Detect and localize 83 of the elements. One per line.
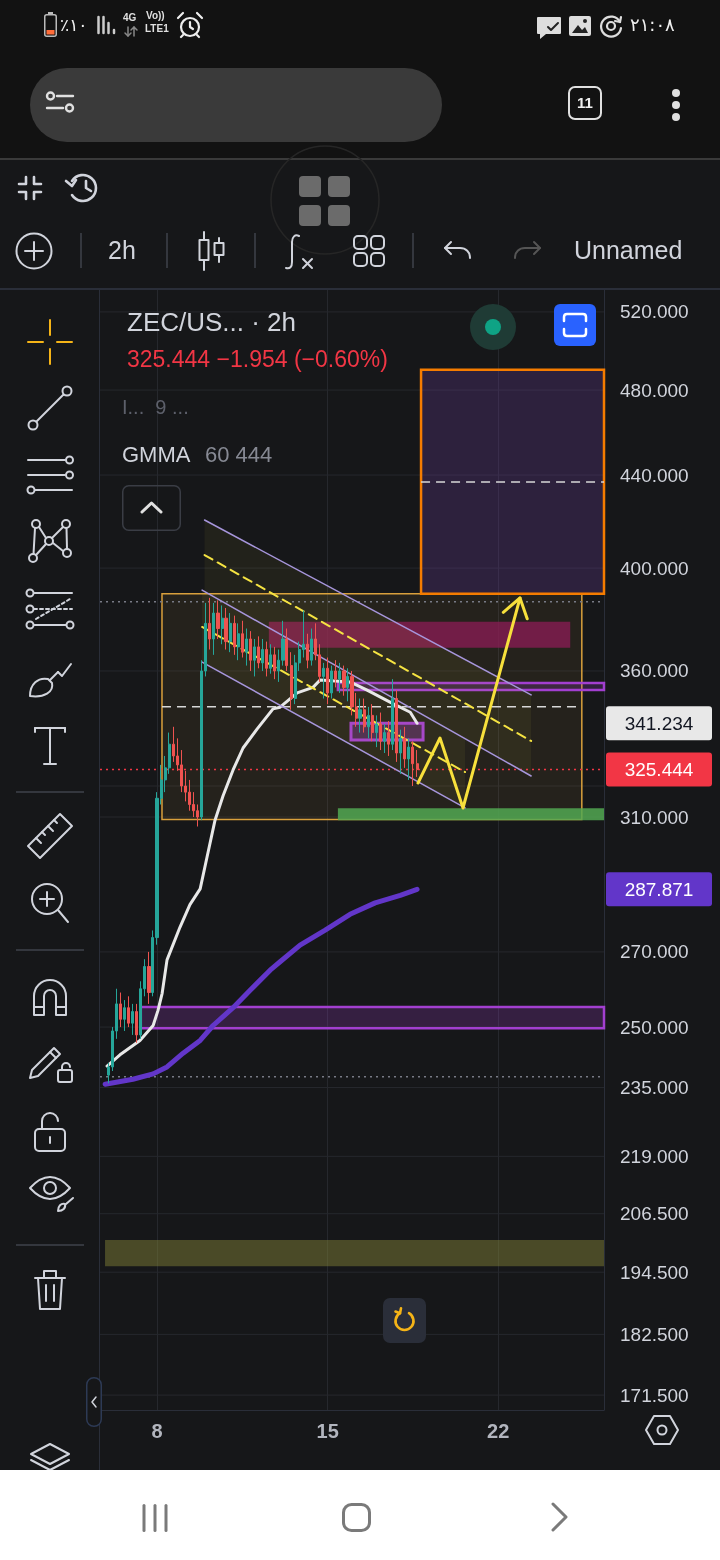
candlestick	[216, 599, 220, 640]
candlestick	[233, 615, 236, 656]
candlestick	[257, 635, 260, 669]
text: ٪۱۰	[60, 14, 88, 36]
y-tick-label: 182.500	[620, 1323, 689, 1345]
candlestick	[131, 1003, 134, 1036]
candlestick	[123, 999, 126, 1032]
y-tick-label: 219.000	[620, 1145, 689, 1167]
candlestick	[375, 714, 378, 748]
candlestick	[221, 604, 224, 645]
candlestick	[395, 689, 398, 763]
text: 4G	[123, 12, 137, 24]
candlestick	[241, 620, 244, 659]
candlestick	[330, 665, 333, 699]
candlestick	[391, 678, 394, 751]
candlestick	[346, 667, 349, 702]
y-tick-label: 250.000	[620, 1016, 689, 1038]
candlestick	[224, 607, 228, 651]
candlestick	[310, 628, 313, 667]
candlestick	[212, 602, 215, 656]
candlestick	[229, 612, 232, 653]
candlestick	[273, 646, 276, 680]
candlestick	[237, 622, 240, 661]
text: ۲۱:۰۸	[630, 14, 675, 36]
annotation: GMMA	[122, 441, 191, 469]
candlestick	[285, 628, 288, 672]
y-tick-label: 341.234	[624, 712, 694, 734]
text: 2h	[108, 235, 136, 265]
text: Vo))	[146, 10, 165, 22]
y-tick-label: 206.500	[620, 1203, 689, 1225]
candlestick	[253, 638, 256, 677]
x-tick-label: 8	[151, 1420, 163, 1442]
ref-line-label: 325.444	[624, 759, 694, 781]
candlestick	[416, 749, 419, 778]
candlestick	[322, 662, 325, 699]
annotation: 60 444	[205, 441, 273, 469]
candlestick	[261, 638, 264, 672]
text: 325.444 −1.954 (−0.60%)	[127, 345, 388, 372]
candlestick	[338, 662, 341, 694]
y-tick-label: 235.000	[620, 1076, 689, 1098]
y-tick-label: 287.871	[624, 878, 694, 900]
candlestick	[249, 630, 252, 672]
y-tick-label: 194.500	[620, 1261, 689, 1283]
y-tick-label: 520.000	[620, 301, 689, 323]
candlestick	[265, 641, 268, 677]
x-tick-label: 15	[316, 1420, 339, 1442]
candlestick	[407, 737, 410, 781]
candlestick	[269, 643, 272, 675]
y-tick-label: 310.000	[620, 806, 689, 828]
candlestick	[208, 597, 211, 651]
line-series	[105, 678, 419, 1068]
candlestick	[358, 698, 362, 734]
candlestick	[119, 992, 122, 1028]
y-tick-label: 400.000	[620, 557, 689, 579]
y-tick-label: 270.000	[620, 941, 689, 963]
candlestick	[342, 665, 346, 697]
y-tick-label: 171.500	[620, 1384, 689, 1406]
candlestick	[387, 720, 390, 757]
candlestick	[326, 657, 329, 705]
text: Unnamed	[574, 235, 683, 265]
candlestick	[245, 628, 248, 667]
candlestick	[383, 723, 386, 754]
candlestick	[399, 729, 402, 775]
candlestick	[363, 698, 366, 734]
x-tick-label: 22	[487, 1420, 510, 1442]
candlestick	[147, 951, 151, 1005]
candlestick	[403, 726, 406, 769]
tabs-icon: 11	[568, 86, 602, 120]
candlestick	[127, 995, 130, 1028]
candlestick	[379, 712, 382, 751]
candlestick	[306, 633, 309, 669]
candlestick	[411, 740, 414, 787]
y-tick-label: 440.000	[620, 464, 689, 486]
text: LTE1	[145, 23, 169, 35]
candlestick	[135, 1003, 138, 1044]
y-tick-label: 360.000	[620, 660, 689, 682]
y-tick-label: 480.000	[620, 379, 689, 401]
candlestick	[371, 703, 374, 742]
candlestick	[290, 651, 293, 711]
annotation: I... 9 ...	[122, 395, 189, 419]
candlestick	[334, 659, 337, 688]
text: ZEC/US... · 2h	[127, 307, 297, 337]
candlestick	[367, 706, 370, 739]
